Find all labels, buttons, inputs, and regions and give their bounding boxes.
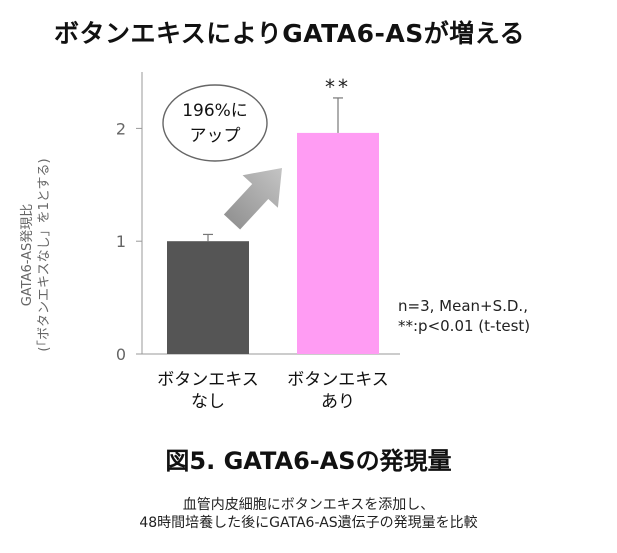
x-category-label: あり [321,392,355,412]
increase-arrow [223,168,282,230]
bar [167,241,249,354]
callout-text: アップ [190,126,241,146]
statistics-note: n=3, Mean+S.D., **:p<0.01 (t-test) [398,296,530,336]
callout-ellipse [162,84,268,162]
x-category-label: なし [191,392,225,412]
statistics-note-line-2: **:p<0.01 (t-test) [398,317,531,335]
bar [297,132,379,354]
caption-line-2: 48時間培養した後にGATA6-AS遺伝子の発現量を比較 [139,515,478,531]
y-tick-label: 2 [116,119,126,138]
statistics-note-line-1: n=3, Mean+S.D., [398,297,528,315]
chart-title: ボタンエキスによりGATA6-ASが増える [54,19,526,48]
callout-text: 196%に [182,101,248,121]
y-tick-label: 1 [116,232,126,251]
significance-label: ** [325,75,351,99]
x-category-label: ボタンエキス [287,370,389,390]
figure-caption: 血管内皮細胞にボタンエキスを添加し、 48時間培養した後にGATA6-AS遺伝子… [0,496,617,532]
x-category-label: ボタンエキス [157,370,259,390]
y-tick-label: 0 [116,345,126,364]
figure-title: 図5. GATA6-ASの発現量 [165,447,452,475]
caption-line-1: 血管内皮細胞にボタンエキスを添加し、 [182,497,435,513]
